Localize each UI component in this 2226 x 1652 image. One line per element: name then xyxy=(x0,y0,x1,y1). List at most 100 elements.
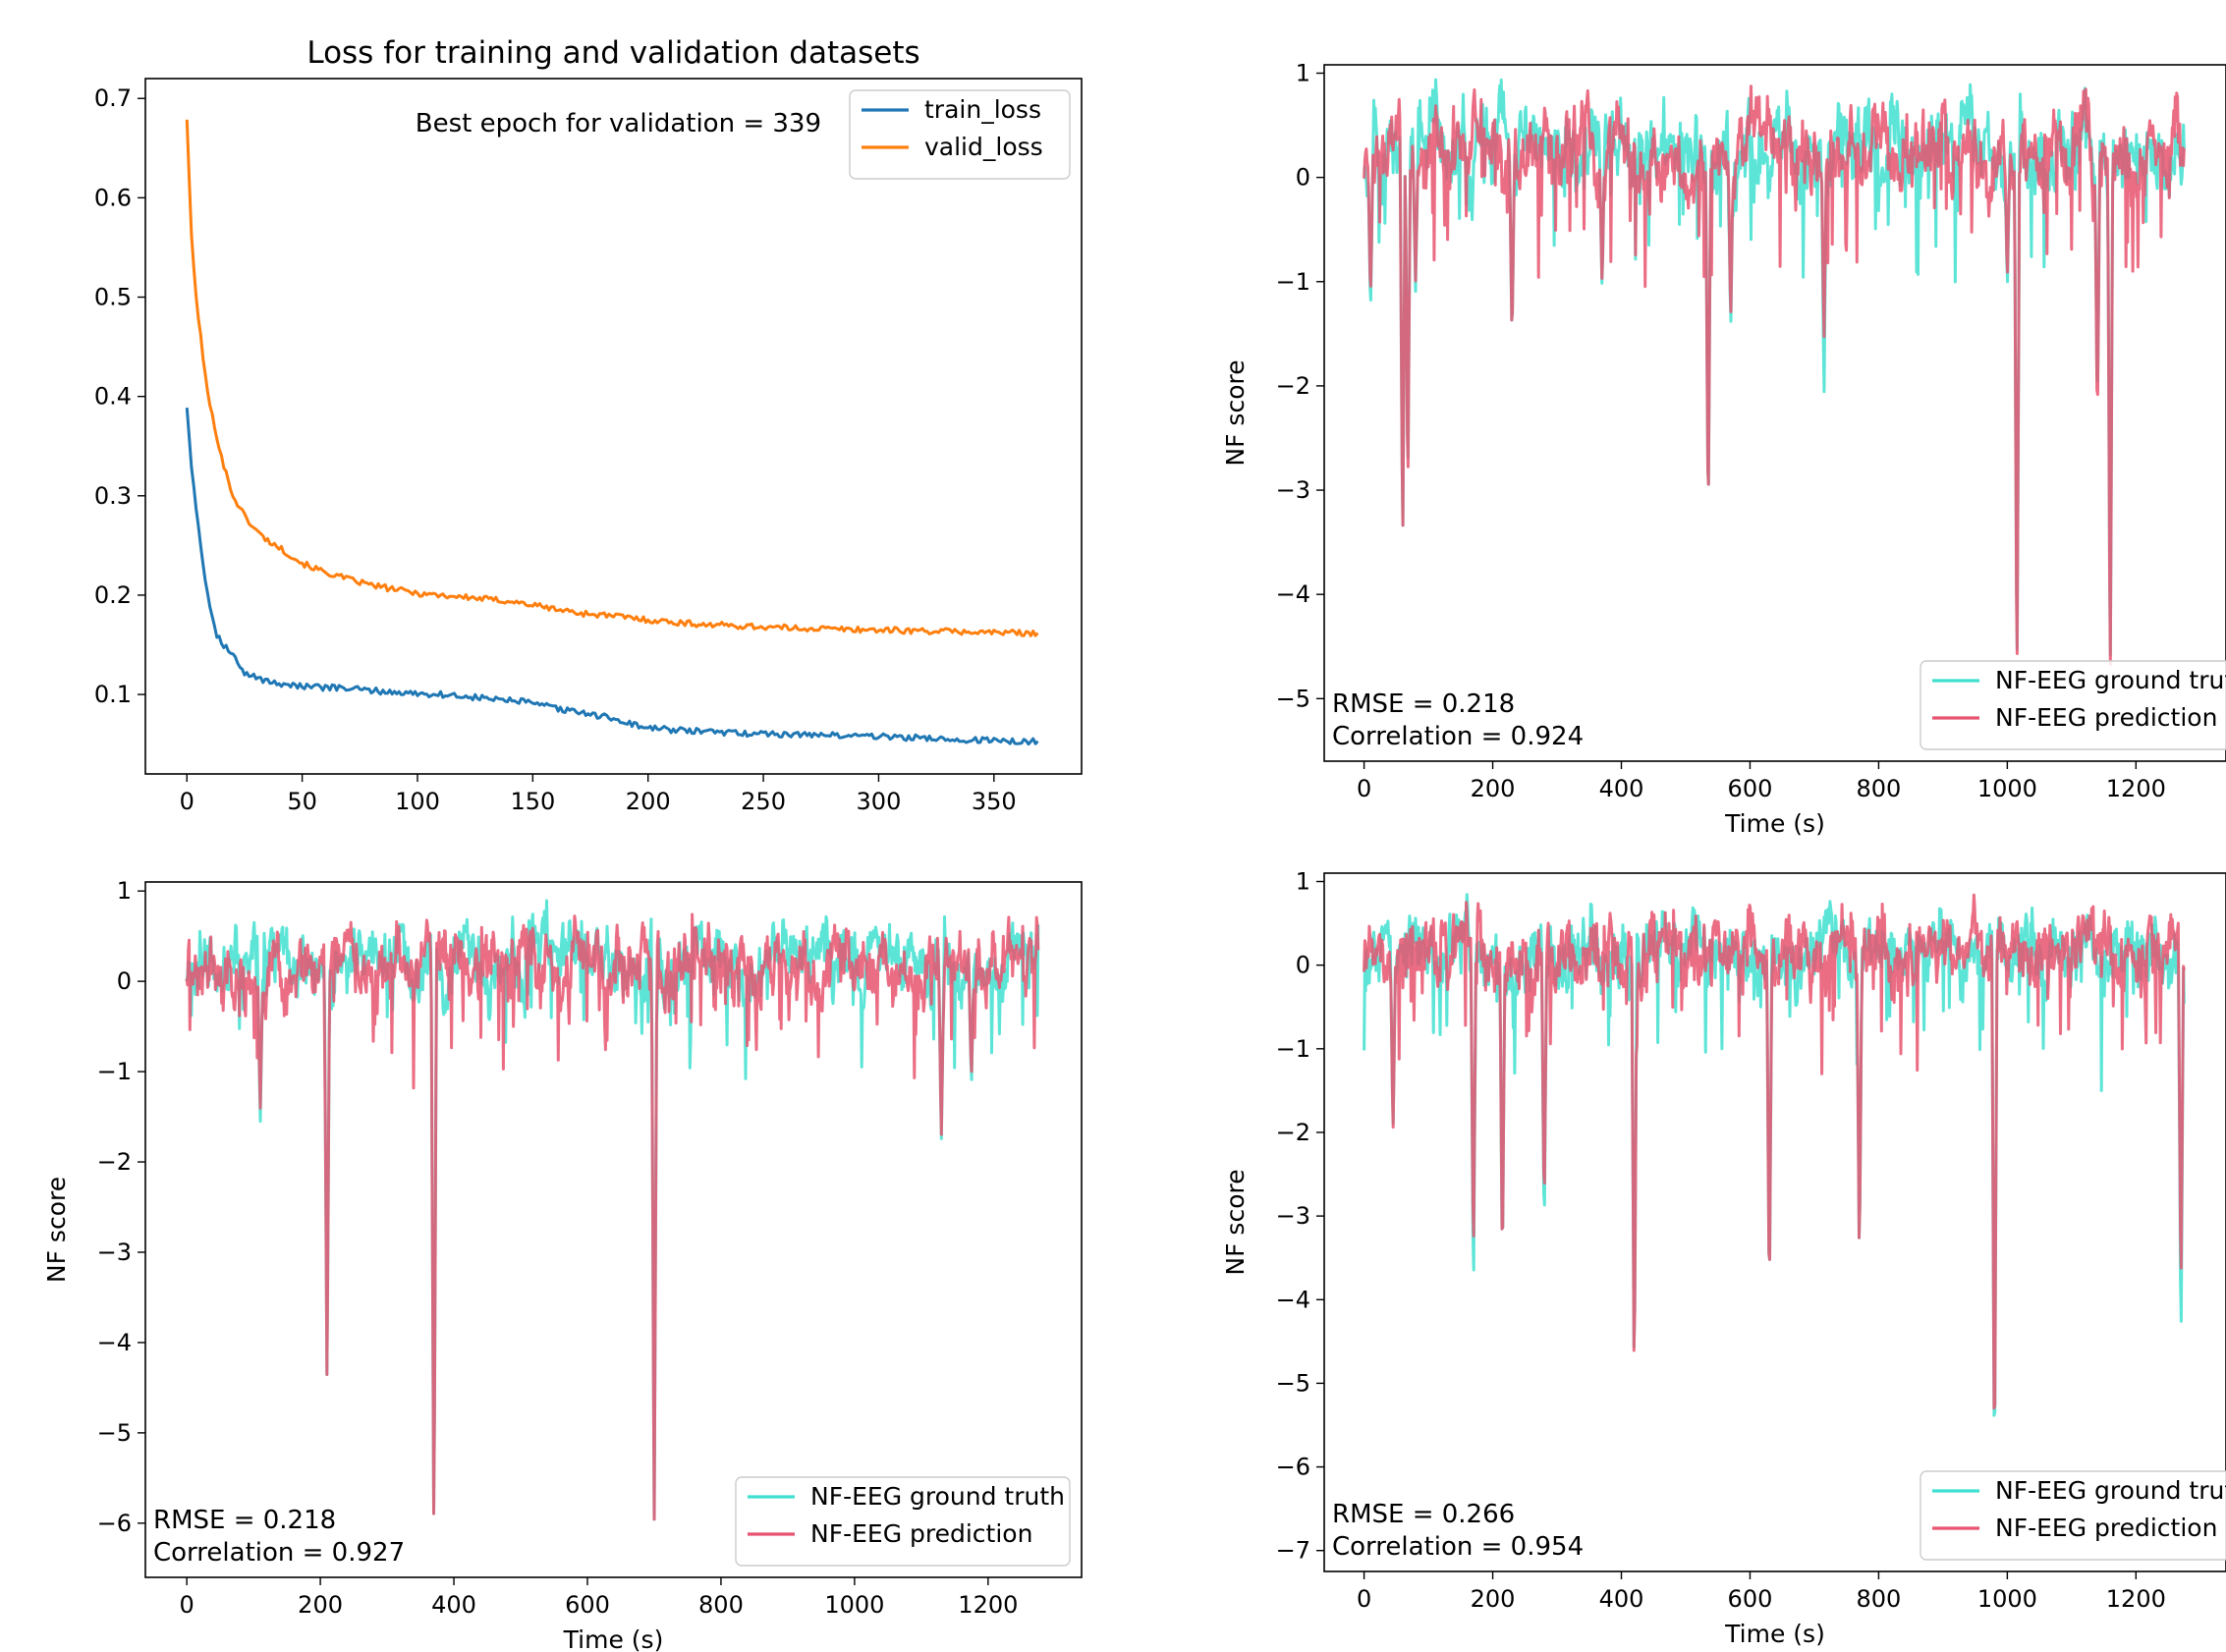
x-tick-label: 400 xyxy=(1599,1585,1644,1613)
y-tick-label: 0.4 xyxy=(94,383,132,411)
legend-label: NF-EEG ground truth xyxy=(1995,1476,2226,1505)
axes-frame xyxy=(144,881,1083,1578)
x-tick-label: 600 xyxy=(1728,1585,1773,1613)
x-tick-label: 200 xyxy=(1471,1585,1516,1613)
plot-area xyxy=(185,119,1039,746)
y-tick-label: 0.3 xyxy=(94,482,132,510)
y-tick-label: −4 xyxy=(1276,580,1310,608)
x-tick-label: 800 xyxy=(1857,775,1902,802)
y-tick-label: 0.5 xyxy=(94,284,132,311)
y-tick-label: −2 xyxy=(97,1148,132,1176)
legend-label: NF-EEG prediction xyxy=(810,1519,1032,1548)
y-tick-label: −3 xyxy=(1276,476,1310,504)
y-tick-label: −6 xyxy=(97,1510,132,1537)
axes-frame xyxy=(144,78,1083,775)
y-tick-label: −6 xyxy=(1276,1454,1310,1481)
loss-chart: 0 50 100 150 200 250 300 350 0.1 0.2 0.3 0.4 0.5 0.6 0… xyxy=(94,35,1083,815)
series-line-nf-eeg-prediction xyxy=(1363,84,2186,666)
x-tick-label: 1200 xyxy=(2106,775,2166,802)
legend-label: NF-EEG ground truth xyxy=(810,1482,1065,1511)
y-tick-label: −5 xyxy=(1276,685,1310,712)
series-line-train-loss xyxy=(185,407,1039,746)
x-tick-label: 200 xyxy=(626,788,671,815)
y-tick-label: 0 xyxy=(1296,952,1310,979)
y-axis-label: NF score xyxy=(1221,1169,1250,1275)
plot-area xyxy=(1363,78,2186,666)
series-line-nf-eeg-prediction xyxy=(185,912,1040,1521)
y-tick-label: 1 xyxy=(1296,59,1310,86)
x-tick-label: 200 xyxy=(1471,775,1516,802)
series-line-nf-eeg-prediction xyxy=(1363,893,2186,1410)
correlation-text: Correlation = 0.954 xyxy=(1332,1532,1584,1562)
nf-score-chart-bottom-left: 0 200 400 600 800 1000 1200 1 0 −1 −2 −3 −4 −5 −6 Time … xyxy=(42,877,1083,1652)
plot-area xyxy=(185,899,1040,1521)
x-tick-label: 1200 xyxy=(2106,1585,2166,1613)
y-tick-label: 1 xyxy=(117,877,132,905)
plot-area xyxy=(1363,893,2186,1417)
x-tick-label: 400 xyxy=(431,1591,476,1619)
series-line-valid-loss xyxy=(185,119,1039,637)
x-tick-label: 800 xyxy=(1857,1585,1902,1613)
y-tick-label: 0.2 xyxy=(94,581,132,609)
x-tick-label: 250 xyxy=(741,788,786,815)
y-tick-label: −7 xyxy=(1276,1537,1310,1565)
y-axis-label: NF score xyxy=(42,1177,71,1283)
legend: NF-EEG ground truth NF-EEG prediction xyxy=(1920,660,2226,750)
y-tick-label: −2 xyxy=(1276,372,1310,400)
x-tick-label: 150 xyxy=(510,788,555,815)
nf-score-chart-top-right: 0 200 400 600 800 1000 1200 1 0 −1 −2 −3 −4 −5 Time (s… xyxy=(1221,59,2226,838)
y-tick-label: −2 xyxy=(1276,1119,1310,1146)
y-axis-label: NF score xyxy=(1221,359,1250,466)
y-tick-label: 0.1 xyxy=(94,681,132,708)
x-tick-label: 800 xyxy=(698,1591,744,1619)
y-tick-label: 0 xyxy=(1296,164,1310,192)
legend-label: train_loss xyxy=(924,95,1041,124)
x-tick-label: 0 xyxy=(1357,1585,1371,1613)
legend-box xyxy=(1920,660,2226,750)
x-axis-label: Time (s) xyxy=(563,1625,664,1652)
legend: NF-EEG ground truth NF-EEG prediction xyxy=(1920,1470,2226,1561)
x-tick-label: 350 xyxy=(972,788,1017,815)
chart-title: Loss for training and validation dataset… xyxy=(306,35,919,71)
x-tick-label: 50 xyxy=(287,788,317,815)
legend-label: valid_loss xyxy=(924,133,1043,161)
x-tick-label: 600 xyxy=(565,1591,610,1619)
legend-box xyxy=(735,1476,1071,1567)
y-tick-label: −4 xyxy=(1276,1286,1310,1313)
axes-frame xyxy=(1323,64,2226,762)
best-epoch-annotation: Best epoch for validation = 339 xyxy=(416,109,821,138)
y-tick-label: −4 xyxy=(97,1329,132,1356)
x-tick-label: 0 xyxy=(180,788,195,815)
legend: train_loss valid_loss xyxy=(849,89,1071,180)
x-tick-label: 200 xyxy=(298,1591,343,1619)
y-tick-label: 0.6 xyxy=(94,184,132,211)
x-tick-label: 300 xyxy=(857,788,902,815)
x-tick-label: 400 xyxy=(1599,775,1644,802)
correlation-text: Correlation = 0.924 xyxy=(1332,722,1584,751)
x-tick-label: 1000 xyxy=(1977,1585,2037,1613)
y-tick-label: −5 xyxy=(97,1419,132,1447)
x-tick-label: 600 xyxy=(1728,775,1773,802)
y-tick-label: 1 xyxy=(1296,868,1310,896)
y-tick-label: −5 xyxy=(1276,1369,1310,1397)
y-tick-label: −1 xyxy=(97,1058,132,1085)
legend-box xyxy=(1920,1470,2226,1561)
legend-box xyxy=(849,89,1071,180)
x-axis-label: Time (s) xyxy=(1724,809,1825,838)
legend-label: NF-EEG ground truth xyxy=(1995,666,2226,694)
legend: NF-EEG ground truth NF-EEG prediction xyxy=(735,1476,1071,1567)
rmse-text: RMSE = 0.266 xyxy=(1332,1500,1515,1529)
y-tick-label: −3 xyxy=(1276,1202,1310,1230)
legend-label: NF-EEG prediction xyxy=(1995,1514,2217,1542)
x-axis-label: Time (s) xyxy=(1724,1620,1825,1648)
axes-frame xyxy=(1323,872,2226,1572)
legend-label: NF-EEG prediction xyxy=(1995,703,2217,732)
x-tick-label: 0 xyxy=(180,1591,195,1619)
rmse-text: RMSE = 0.218 xyxy=(1332,689,1515,719)
y-tick-label: −3 xyxy=(97,1239,132,1266)
x-tick-label: 1000 xyxy=(824,1591,884,1619)
x-tick-label: 1000 xyxy=(1977,775,2037,802)
y-tick-label: 0.7 xyxy=(94,84,132,112)
x-tick-label: 100 xyxy=(395,788,440,815)
